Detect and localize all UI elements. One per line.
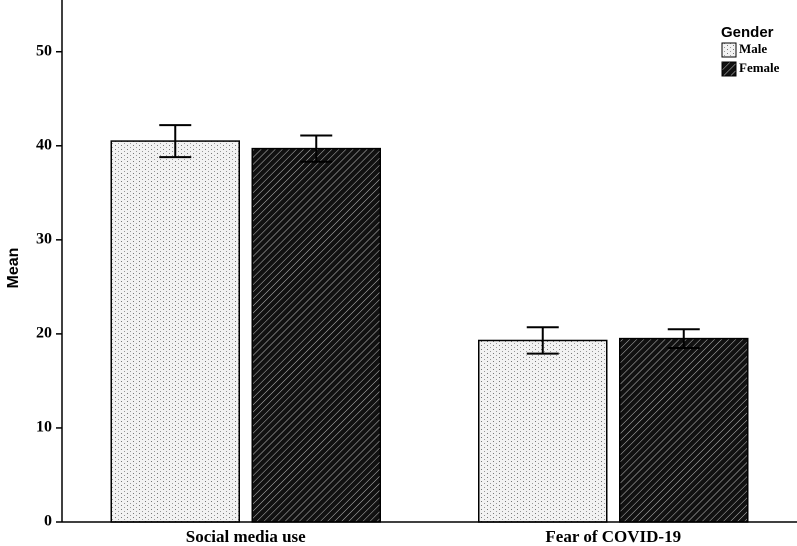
legend-swatch — [721, 42, 737, 58]
bar — [110, 140, 240, 523]
error-bar — [300, 134, 333, 163]
error-bar — [667, 328, 700, 349]
x-tick-label: Fear of COVID-19 — [545, 527, 681, 546]
bar — [251, 147, 381, 523]
y-tick-label: 30 — [36, 231, 52, 248]
y-axis-label: Mean — [5, 248, 22, 289]
y-tick-label: 20 — [36, 325, 52, 342]
legend-swatch — [721, 61, 737, 77]
legend-title: Gender — [721, 24, 774, 41]
y-tick-label: 50 — [36, 42, 52, 59]
bar — [478, 339, 608, 523]
bar — [619, 337, 749, 523]
y-tick-label: 0 — [44, 513, 52, 530]
error-bar — [159, 124, 192, 159]
error-bar — [526, 326, 559, 355]
legend-label: Male — [739, 41, 767, 56]
y-tick-label: 40 — [36, 136, 52, 153]
y-tick-label: 10 — [36, 419, 52, 436]
legend-label: Female — [739, 60, 780, 75]
x-tick-label: Social media use — [186, 527, 306, 546]
